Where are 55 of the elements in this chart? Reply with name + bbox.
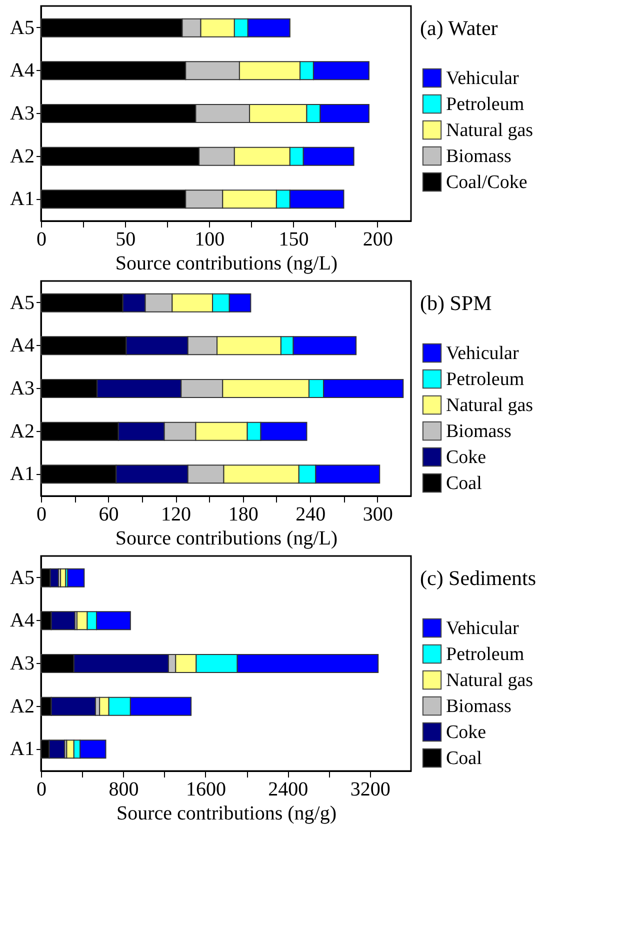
text: (b) SPM <box>420 291 492 315</box>
x-tick-label: 1600 <box>186 778 226 800</box>
legend-label: Natural gas <box>446 120 534 141</box>
x-tick-label: 0 <box>36 504 46 526</box>
legend-label: Natural gas <box>446 670 534 691</box>
legend-label: Coal/Coke <box>446 172 528 193</box>
y-tick-label: A4 <box>10 334 34 357</box>
x-axis-title: Source contributions (ng/L) <box>115 528 338 550</box>
legend-label: Petroleum <box>446 369 524 390</box>
y-tick-label: A1 <box>10 738 34 760</box>
legend-label: Coke <box>446 722 486 743</box>
y-tick-label: A1 <box>10 463 34 486</box>
x-tick-label: 300 <box>362 504 393 526</box>
y-tick-label: A5 <box>10 292 34 314</box>
y-tick-label: A1 <box>10 188 34 210</box>
legend-label: Coal <box>446 473 482 494</box>
x-tick-label: 800 <box>108 778 139 800</box>
legend-label: Natural gas <box>446 395 534 416</box>
y-tick-label: A5 <box>10 16 34 39</box>
y-tick-label: A2 <box>10 695 34 718</box>
y-tick-label: A3 <box>10 378 34 400</box>
x-tick-label: 0 <box>36 778 46 800</box>
x-tick-label: 100 <box>194 228 225 250</box>
x-tick-label: 50 <box>116 228 136 250</box>
text: (a) Water <box>420 16 498 40</box>
legend-label: Vehicular <box>446 343 520 364</box>
legend-label: Coke <box>446 447 486 468</box>
x-tick-label: 3200 <box>350 778 390 800</box>
x-axis-title: Source contributions (ng/L) <box>115 252 338 274</box>
legend-label: Biomass <box>446 146 512 167</box>
x-tick-label: 240 <box>296 504 326 526</box>
y-tick-label: A4 <box>10 610 34 632</box>
text: (c) Sediments <box>420 566 536 590</box>
x-tick-label: 0 <box>36 228 46 250</box>
legend-label: Petroleum <box>446 644 524 665</box>
x-tick-label: 120 <box>161 504 192 526</box>
y-tick-label: A4 <box>10 60 34 82</box>
legend-label: Biomass <box>446 696 512 717</box>
x-axis-title: Source contributions (ng/g) <box>116 802 336 824</box>
x-tick-label: 60 <box>98 504 119 526</box>
y-tick-label: A3 <box>10 102 34 124</box>
y-tick-label: A2 <box>10 145 34 168</box>
legend-label: Vehicular <box>446 618 520 639</box>
x-tick-label: 150 <box>278 228 309 250</box>
legend-label: Petroleum <box>446 94 524 115</box>
y-tick-label: A2 <box>10 420 34 442</box>
y-tick-label: A3 <box>10 652 34 674</box>
y-tick-label: A5 <box>10 566 34 589</box>
legend-label: Coal <box>446 748 482 769</box>
x-tick-label: 200 <box>362 228 393 250</box>
legend-label: Vehicular <box>446 68 520 89</box>
legend-label: Biomass <box>446 421 512 442</box>
x-tick-label: 180 <box>228 504 258 526</box>
x-tick-label: 2400 <box>268 778 308 800</box>
bar <box>67 568 85 588</box>
